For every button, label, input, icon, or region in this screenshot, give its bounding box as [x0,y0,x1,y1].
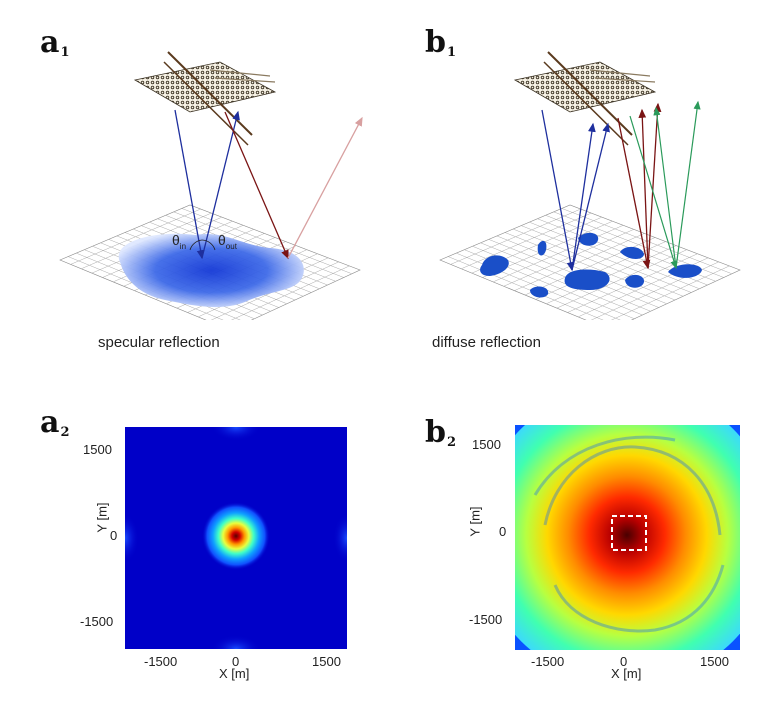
b2-xtick-left: -1500 [531,654,565,669]
theta-out-label: θout [218,232,237,251]
a2-xlabel: X [m] [219,666,250,681]
panel-label-a1: a1 [40,25,70,60]
b2-ytick-mid: 0 [499,524,507,539]
b2-xtick-mid: 0 [620,654,628,669]
grid-line [535,241,666,300]
a2-ytick-bot: -1500 [80,614,114,629]
grid-line [181,208,352,274]
a2-ylabel: Y [m] [94,502,110,533]
specular-intensity-map [125,427,347,649]
theta-in-label: θin [172,232,187,251]
grid-line [231,265,350,320]
grid-line [546,245,677,304]
panel-label-b1: b1 [425,25,457,60]
a2-xtick-right: 1500 [312,654,341,669]
grid-line [556,249,687,309]
a2-xtick-left: -1500 [144,654,178,669]
a2-xtick-mid: 0 [232,654,240,669]
diffuse-intensity-map [515,425,740,650]
b2-xlabel: X [m] [611,666,642,681]
grid-line [173,211,344,278]
a2-ytick-top: 1500 [83,442,112,457]
grid-line [521,225,692,293]
diffuse-caption: diffuse reflection [432,334,541,351]
specular-reflection-diagram [59,51,363,320]
b2-ytick-top: 1500 [472,437,501,452]
diffuse-reflection-diagram [439,51,741,320]
specular-spot [118,233,304,308]
b2-ylabel: Y [m] [467,506,483,537]
grid-line [611,265,730,320]
grid-line [529,221,700,289]
panel-label-a2: a2 [40,405,70,440]
b2-xtick-right: 1500 [700,654,729,669]
a2-ytick-mid: 0 [110,528,118,543]
satellite-antenna [133,51,277,146]
grid-line [513,228,684,297]
panel-label-b2: b2 [425,415,457,450]
b2-ytick-bot: -1500 [469,612,503,627]
specular-caption: specular reflection [98,334,220,351]
